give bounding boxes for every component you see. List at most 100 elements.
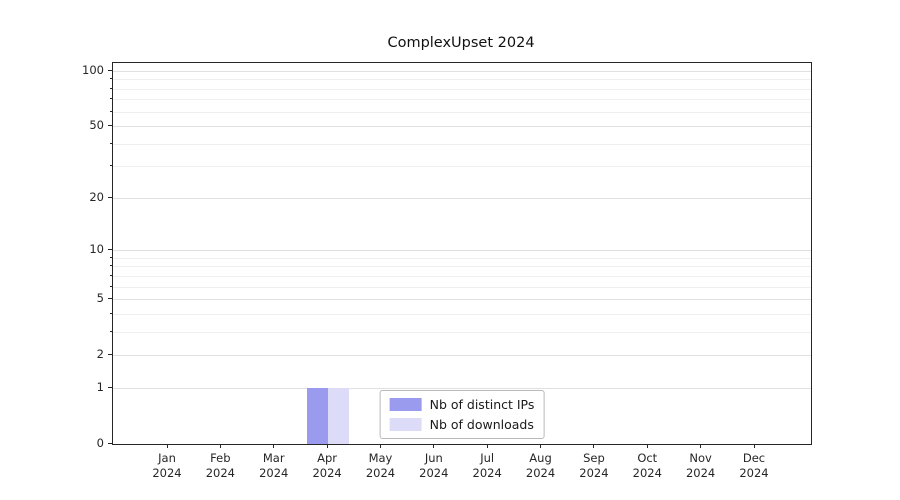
y-minor-tick <box>110 285 112 287</box>
legend: Nb of distinct IPs Nb of downloads <box>379 390 545 439</box>
gridline-minor <box>113 143 811 145</box>
x-tick-month: Apr <box>317 451 338 465</box>
legend-item: Nb of downloads <box>389 417 535 432</box>
x-tick <box>273 444 275 448</box>
x-tick-label: Dec 2024 <box>724 451 784 481</box>
x-tick-label: Mar 2024 <box>244 451 304 481</box>
x-tick-label: Jan 2024 <box>137 451 197 481</box>
x-tick-month: Nov <box>689 451 712 465</box>
gridline-major <box>113 355 811 357</box>
x-tick-year: 2024 <box>525 466 556 480</box>
x-tick <box>700 444 702 448</box>
x-tick-month: Feb <box>210 451 231 465</box>
gridline-major <box>113 197 811 199</box>
y-minor-tick <box>110 142 112 144</box>
x-tick-year: 2024 <box>259 466 289 480</box>
legend-swatch-distinct-ips <box>389 398 422 411</box>
legend-swatch-downloads <box>389 418 422 431</box>
x-tick <box>326 444 328 448</box>
x-tick <box>166 444 168 448</box>
gridline-minor <box>113 111 811 113</box>
x-tick <box>219 444 221 448</box>
bar-distinct-ips <box>306 387 329 444</box>
x-tick-month: Jun <box>424 451 443 465</box>
y-tick-label: 10 <box>89 242 104 257</box>
x-tick-year: 2024 <box>632 466 662 480</box>
x-tick-month: Aug <box>529 451 552 465</box>
y-tick <box>108 443 112 444</box>
x-tick-label: Sep 2024 <box>564 451 624 481</box>
x-tick-year: 2024 <box>365 466 396 480</box>
x-tick-label: Jun 2024 <box>404 451 464 481</box>
x-tick-label: Nov 2024 <box>671 451 731 481</box>
gridline-minor <box>113 313 811 315</box>
y-tick <box>108 249 112 251</box>
gridline-major <box>113 126 811 128</box>
y-tick-label: 2 <box>96 347 104 362</box>
gridline-major <box>113 387 811 389</box>
chart-title: ComplexUpset 2024 <box>387 35 535 51</box>
gridline-minor <box>113 79 811 81</box>
y-tick <box>108 354 112 356</box>
gridline-major <box>113 250 811 252</box>
x-tick-month: Mar <box>262 451 285 465</box>
x-tick-year: 2024 <box>579 466 609 480</box>
plot-area: Nb of distinct IPs Nb of downloads <box>112 62 812 445</box>
y-tick <box>108 70 112 71</box>
x-tick-label: Jul 2024 <box>457 451 517 481</box>
gridline-major <box>113 299 811 301</box>
x-tick-year: 2024 <box>205 466 235 480</box>
x-tick <box>433 444 435 448</box>
y-tick-label: 100 <box>82 63 104 77</box>
gridline-minor <box>113 331 811 333</box>
x-tick-month: Jul <box>480 451 495 465</box>
legend-label-downloads: Nb of downloads <box>429 417 534 432</box>
y-minor-tick <box>110 312 112 314</box>
y-tick <box>108 386 112 388</box>
gridline-minor <box>113 99 811 101</box>
x-tick <box>646 444 648 448</box>
y-tick-label: 5 <box>96 291 104 306</box>
y-tick-label: 20 <box>89 189 104 204</box>
y-minor-tick <box>110 256 112 258</box>
y-tick <box>108 125 112 127</box>
x-tick-year: 2024 <box>472 466 502 480</box>
x-tick-month: Dec <box>742 451 766 465</box>
x-tick-label: May 2024 <box>350 451 410 481</box>
y-minor-tick <box>110 98 112 100</box>
gridline-minor <box>113 286 811 288</box>
y-minor-tick <box>110 78 112 80</box>
y-tick <box>108 196 112 198</box>
y-minor-tick <box>110 330 112 332</box>
x-tick-label: Oct 2024 <box>617 451 677 481</box>
x-tick-year: 2024 <box>152 466 182 480</box>
x-tick-year: 2024 <box>419 466 449 480</box>
legend-item: Nb of distinct IPs <box>389 397 535 412</box>
x-tick-year: 2024 <box>312 466 342 480</box>
y-tick-label: 0 <box>96 436 104 450</box>
y-minor-tick <box>110 87 112 89</box>
x-tick-year: 2024 <box>685 466 716 480</box>
x-tick <box>753 444 755 448</box>
y-minor-tick <box>110 265 112 267</box>
x-tick <box>540 444 542 448</box>
legend-label-distinct-ips: Nb of distinct IPs <box>429 397 535 412</box>
y-minor-tick <box>110 165 112 167</box>
y-minor-tick <box>110 110 112 112</box>
x-tick-month: Jan <box>158 451 176 465</box>
x-tick-month: May <box>368 451 393 465</box>
gridline-minor <box>113 88 811 90</box>
y-tick-label: 1 <box>96 379 104 394</box>
x-tick-label: Aug 2024 <box>511 451 571 481</box>
gridline-minor <box>113 166 811 168</box>
gridline-minor <box>113 266 811 268</box>
x-tick <box>486 444 488 448</box>
x-tick-label: Apr 2024 <box>297 451 357 481</box>
y-tick-label: 50 <box>89 118 104 133</box>
gridline-minor <box>113 275 811 277</box>
x-tick-month: Oct <box>637 451 658 465</box>
x-tick-month: Sep <box>583 451 605 465</box>
x-tick-label: Feb 2024 <box>190 451 250 481</box>
gridline-minor <box>113 257 811 259</box>
